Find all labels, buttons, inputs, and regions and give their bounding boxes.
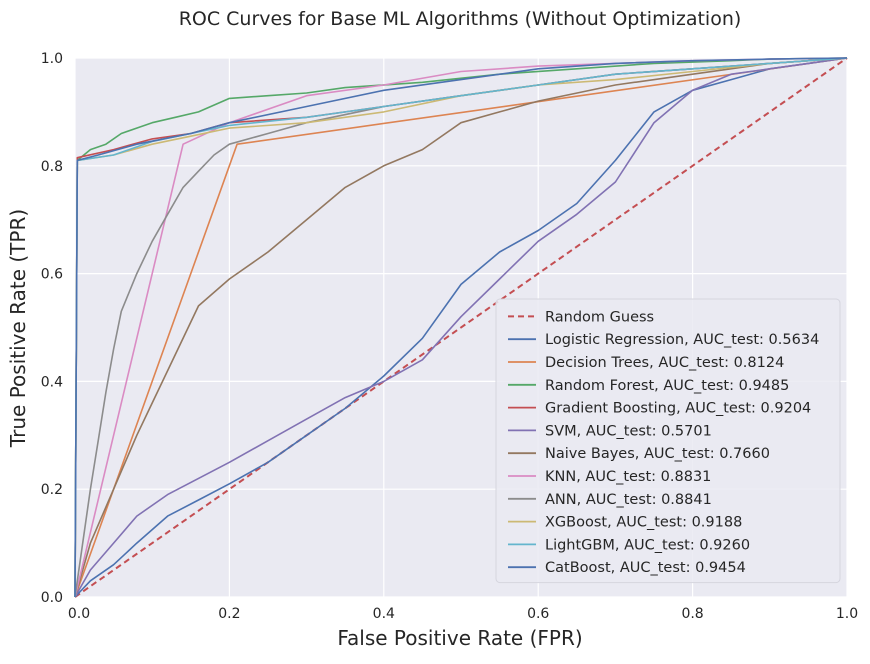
tick-labels: 0.0 0.2 0.4 0.6 0.8 1.0 0.0 0.2 0.4 0.6 0.8 1.0 <box>41 51 858 622</box>
x-tick-label: 0.4 <box>373 606 395 622</box>
series-line-6 <box>74 57 848 598</box>
chart-title: ROC Curves for Base ML Algorithms (Witho… <box>179 8 742 30</box>
legend-entry: KNN, AUC_test: 0.8831 <box>545 469 711 485</box>
y-tick-label: 1.0 <box>41 51 63 67</box>
legend-entry: Gradient Boosting, AUC_test: 0.9204 <box>545 401 811 417</box>
y-tick-label: 0.2 <box>41 482 63 498</box>
x-tick-label: 1.0 <box>836 606 858 622</box>
series-lines <box>74 57 848 598</box>
y-axis-title: True Positive Rate (TPR) <box>6 209 30 448</box>
series-line-11 <box>74 57 848 598</box>
series-line-1 <box>74 57 848 598</box>
legend-entry: Naive Bayes, AUC_test: 0.7660 <box>545 446 770 462</box>
series-line-2 <box>74 57 848 598</box>
legend-entry: CatBoost, AUC_test: 0.9454 <box>545 560 746 576</box>
legend: Random Guess Logistic Regression, AUC_tes… <box>495 298 841 584</box>
legend-entry: Logistic Regression, AUC_test: 0.5634 <box>545 332 819 348</box>
legend-entry: XGBoost, AUC_test: 0.9188 <box>545 515 742 531</box>
legend-entry: Decision Trees, AUC_test: 0.8124 <box>545 355 784 371</box>
grid <box>74 57 848 598</box>
legend-entry: ANN, AUC_test: 0.8841 <box>545 492 712 508</box>
x-tick-label: 0.8 <box>681 606 703 622</box>
legend-box <box>495 298 841 584</box>
x-axis-title: False Positive Rate (FPR) <box>337 626 582 650</box>
legend-entry: Random Guess <box>545 309 654 325</box>
series-line-0 <box>74 57 848 598</box>
x-tick-label: 0.2 <box>218 606 240 622</box>
legend-entry: SVM, AUC_test: 0.5701 <box>545 423 712 439</box>
y-tick-label: 0.8 <box>41 159 63 175</box>
legend-entry: Random Forest, AUC_test: 0.9485 <box>545 378 789 394</box>
y-tick-label: 0.6 <box>41 267 63 283</box>
x-tick-label: 0.0 <box>68 606 90 622</box>
series-line-3 <box>74 57 848 598</box>
series-line-10 <box>74 57 848 598</box>
series-line-5 <box>74 57 848 598</box>
y-tick-label: 0.0 <box>41 590 63 606</box>
y-tick-label: 0.4 <box>41 374 63 390</box>
legend-entry: LightGBM, AUC_test: 0.9260 <box>545 537 750 553</box>
x-tick-label: 0.6 <box>527 606 549 622</box>
